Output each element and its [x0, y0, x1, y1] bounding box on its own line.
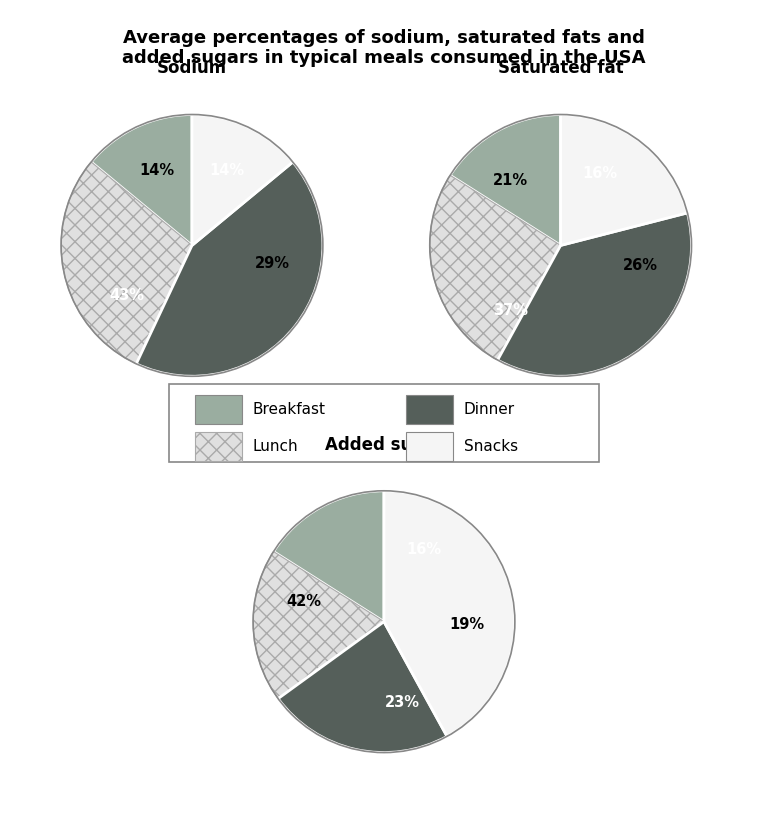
Wedge shape — [253, 551, 384, 699]
Wedge shape — [136, 162, 323, 376]
Wedge shape — [430, 175, 561, 360]
Text: 21%: 21% — [492, 173, 528, 188]
Wedge shape — [61, 162, 192, 364]
Wedge shape — [561, 115, 687, 245]
Text: 37%: 37% — [492, 303, 528, 318]
Bar — [195, 394, 242, 424]
Wedge shape — [498, 213, 691, 376]
Text: 16%: 16% — [583, 165, 618, 181]
Bar — [406, 432, 453, 461]
Text: Snacks: Snacks — [464, 439, 518, 454]
Text: Average percentages of sodium, saturated fats and
added sugars in typical meals : Average percentages of sodium, saturated… — [122, 29, 646, 67]
Text: 23%: 23% — [385, 694, 419, 710]
Text: Lunch: Lunch — [253, 439, 299, 454]
Text: Dinner: Dinner — [464, 402, 515, 417]
Text: 42%: 42% — [286, 594, 322, 609]
Text: 29%: 29% — [255, 256, 290, 271]
Text: 43%: 43% — [109, 289, 144, 303]
Wedge shape — [91, 115, 192, 245]
Wedge shape — [192, 115, 293, 245]
Wedge shape — [273, 491, 384, 622]
Text: 19%: 19% — [449, 617, 484, 631]
Bar — [195, 432, 242, 461]
Wedge shape — [450, 115, 561, 245]
Wedge shape — [278, 622, 447, 753]
Text: Breakfast: Breakfast — [253, 402, 326, 417]
Bar — [406, 394, 453, 424]
Title: Saturated fat: Saturated fat — [498, 60, 624, 78]
Text: 16%: 16% — [406, 542, 442, 557]
Title: Added sugar: Added sugar — [325, 436, 443, 454]
Title: Sodium: Sodium — [157, 60, 227, 78]
Wedge shape — [384, 491, 515, 736]
Text: 26%: 26% — [623, 258, 658, 273]
Text: 14%: 14% — [210, 164, 245, 178]
Text: 14%: 14% — [139, 164, 174, 178]
